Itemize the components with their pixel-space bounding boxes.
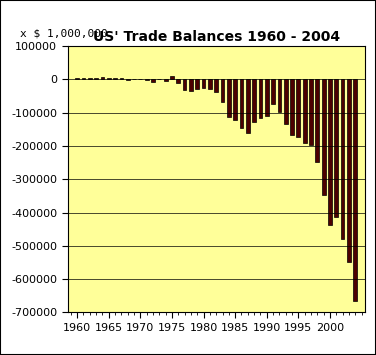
Bar <box>113 78 117 80</box>
Bar <box>347 80 351 262</box>
Bar <box>334 80 338 217</box>
Bar <box>82 78 85 80</box>
Bar <box>202 80 205 88</box>
Bar <box>100 77 104 80</box>
Bar <box>233 80 237 120</box>
Bar <box>296 80 300 137</box>
Bar <box>309 80 313 145</box>
Title: US' Trade Balances 1960 - 2004: US' Trade Balances 1960 - 2004 <box>92 29 340 44</box>
Bar <box>259 80 262 118</box>
Bar <box>176 80 180 83</box>
Bar <box>277 80 281 112</box>
Bar <box>208 80 212 89</box>
Bar <box>214 80 218 92</box>
Bar <box>284 80 288 124</box>
Bar <box>246 80 250 132</box>
Text: x $ 1,000,000: x $ 1,000,000 <box>20 29 108 39</box>
Bar <box>170 76 174 80</box>
Bar <box>183 80 186 90</box>
Bar <box>227 80 231 117</box>
Bar <box>353 80 357 301</box>
Bar <box>240 80 243 128</box>
Bar <box>196 80 199 89</box>
Bar <box>75 78 79 80</box>
Bar <box>265 80 269 116</box>
Bar <box>341 80 344 240</box>
Bar <box>252 80 256 122</box>
Bar <box>88 78 92 80</box>
Bar <box>303 80 306 143</box>
Bar <box>107 78 111 80</box>
Bar <box>221 80 224 102</box>
Bar <box>151 80 155 82</box>
Bar <box>94 78 98 80</box>
Bar <box>189 80 193 91</box>
Bar <box>271 80 275 104</box>
Bar <box>120 78 123 80</box>
Bar <box>138 78 142 80</box>
Bar <box>290 80 294 135</box>
Bar <box>164 80 168 81</box>
Bar <box>315 80 319 162</box>
Bar <box>322 80 326 195</box>
Bar <box>328 80 332 225</box>
